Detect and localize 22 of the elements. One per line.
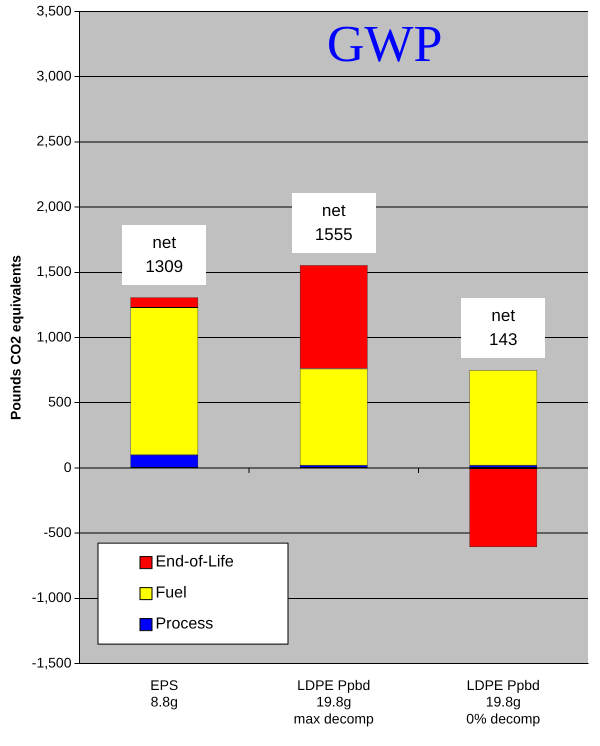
y-tick-label: 1,500 — [36, 263, 72, 280]
legend-label: Fuel — [155, 584, 187, 602]
note-box: net 1555 — [292, 193, 376, 254]
legend-label: Process — [155, 616, 214, 633]
y-axis-title: Pounds CO2 equivalents — [7, 254, 24, 420]
x-tick-label: LDPE Ppbd 19.8g max decomp — [294, 676, 374, 726]
chart-title: GWP — [326, 16, 442, 74]
y-tick-label: 2,000 — [36, 198, 72, 214]
x-tick-label: EPS 8.8g — [150, 676, 178, 710]
y-tick-label: 3,500 — [36, 2, 72, 18]
y-tick-label: 0 — [64, 458, 72, 475]
legend-label: End-of-Life — [155, 554, 234, 571]
note-box: net 1309 — [122, 225, 206, 286]
note-box: net 143 — [461, 298, 546, 358]
y-tick-label: 2,500 — [36, 132, 72, 149]
y-tick-label: -1,000 — [32, 589, 72, 606]
y-tick-label: -1,500 — [32, 654, 72, 670]
y-tick-label: -500 — [43, 524, 72, 540]
y-tick-label: 3,000 — [36, 67, 72, 84]
x-tick-label: LDPE Ppbd 19.8g 0% decomp — [466, 676, 540, 726]
y-tick-label: 1,000 — [36, 328, 72, 344]
y-tick-label: 500 — [48, 394, 72, 410]
